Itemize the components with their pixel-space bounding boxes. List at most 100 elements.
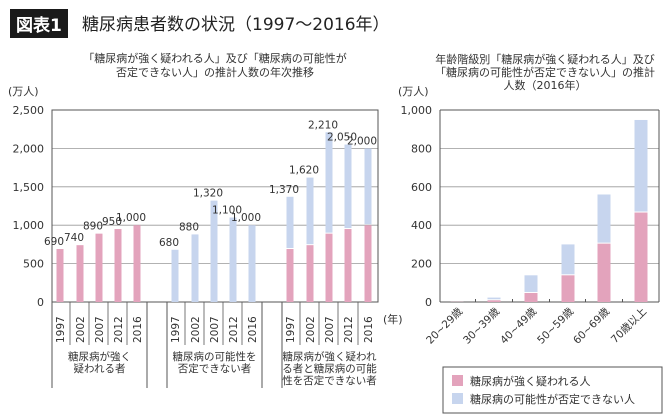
left-y-tick-label: 1,000 — [13, 219, 45, 232]
left-y-tick-label: 2,500 — [13, 104, 45, 117]
right-chart-title-line: 「糖尿病の可能性が否定できない人」の推計 — [435, 65, 655, 79]
legend-label: 糖尿病が強く疑われる人 — [470, 374, 590, 388]
group-label-line: 疑われる者 — [74, 363, 126, 375]
bar-possible — [248, 225, 256, 302]
left-y-tick-label: 0 — [37, 296, 44, 309]
group-label-line: 糖尿病の可能性を — [173, 350, 257, 363]
x-tick-label-year: 2012 — [343, 316, 355, 343]
right-y-axis-label: (万人) — [398, 85, 429, 98]
left-y-tick-label: 2,000 — [13, 142, 45, 155]
right-y-tick-label: 1,000 — [401, 104, 433, 117]
x-tick-label-age: 60~69歳 — [571, 305, 612, 346]
group-label-line: 性を否定できない者 — [282, 374, 377, 387]
figure-title: 糖尿病患者数の状況（1997〜2016年） — [82, 15, 390, 35]
bar-possible — [286, 196, 294, 249]
data-label: 950 — [102, 216, 122, 228]
bar-possible — [210, 200, 218, 302]
data-label: 690 — [44, 236, 64, 248]
right-y-tick-label: 0 — [425, 296, 432, 309]
x-tick-label-year: 2007 — [209, 316, 221, 343]
x-tick-label-age: 30~39歳 — [461, 305, 502, 346]
x-tick-label-age: 50~59歳 — [535, 305, 576, 346]
legend-label: 糖尿病の可能性が否定できない人 — [470, 392, 635, 406]
bar-possible — [561, 244, 575, 275]
x-tick-label-year: 2002 — [190, 316, 202, 343]
bar-strong — [364, 225, 372, 302]
data-label: 2,050 — [327, 132, 357, 144]
legend-swatch-strong — [452, 375, 463, 386]
bar-possible — [191, 234, 199, 302]
bar-strong — [597, 243, 611, 302]
x-tick-label-year: 2016 — [247, 316, 259, 343]
x-tick-label-age: 20~29歳 — [424, 305, 465, 346]
data-label: 2,000 — [347, 135, 377, 147]
x-tick-label-year: 2002 — [305, 316, 317, 343]
data-label: 890 — [83, 221, 103, 233]
data-label: 1,620 — [289, 165, 319, 177]
bar-possible — [229, 217, 237, 302]
legend-swatch-possible — [452, 393, 463, 404]
data-label: 1,320 — [193, 188, 223, 200]
group-label-line: 糖尿病が強く疑われ — [283, 350, 377, 363]
x-tick-label-year: 2002 — [75, 316, 87, 343]
x-tick-label-year: 2016 — [363, 316, 375, 343]
left-y-axis-label: (万人) — [8, 85, 39, 98]
bar-strong — [286, 249, 294, 302]
bar-possible — [524, 275, 538, 292]
x-tick-label-year: 1997 — [285, 316, 297, 343]
bar-strong — [133, 225, 141, 302]
right-y-tick-label: 400 — [411, 219, 432, 232]
left-chart-title-line: 否定できない人」の推計人数の年次推移 — [116, 65, 314, 79]
group-label-line: る者と糖尿病の可能 — [282, 362, 377, 375]
x-tick-label-year: 2007 — [94, 316, 106, 343]
x-tick-label-year: 2012 — [228, 316, 240, 343]
bar-possible — [597, 194, 611, 243]
bar-possible — [634, 119, 648, 212]
group-label-line: 否定できない者 — [178, 362, 252, 375]
right-y-tick-label: 200 — [411, 258, 432, 271]
x-tick-label-year: 2016 — [132, 316, 144, 343]
data-label: 680 — [159, 237, 179, 249]
bar-possible — [487, 297, 501, 300]
data-label: 1,100 — [212, 205, 242, 217]
bar-strong — [325, 233, 333, 302]
bar-strong — [524, 292, 538, 302]
x-tick-label-year: 2007 — [324, 316, 336, 343]
bar-strong — [56, 249, 64, 302]
figure-badge: 図表1 — [10, 9, 68, 38]
left-y-tick-label: 500 — [23, 258, 44, 271]
bar-strong — [634, 212, 648, 302]
bar-possible — [306, 177, 314, 245]
x-tick-label-year: 2012 — [113, 316, 125, 343]
bar-strong — [487, 300, 501, 302]
right-chart-title-line: 人数（2016年） — [504, 78, 587, 92]
bar-strong — [95, 233, 103, 302]
x-tick-label-year: 1997 — [170, 316, 182, 343]
bar-strong — [76, 245, 84, 302]
bar-possible — [171, 249, 179, 302]
bar-strong — [114, 229, 122, 302]
legend-box — [442, 366, 663, 414]
right-y-tick-label: 800 — [411, 142, 432, 155]
x-tick-label-age: 70歳以上 — [609, 306, 649, 346]
bar-possible — [364, 148, 372, 225]
x-tick-label-year: 1997 — [55, 316, 67, 343]
bar-strong — [306, 245, 314, 302]
left-x-axis-label: (年) — [383, 312, 403, 326]
data-label: 1,000 — [231, 212, 261, 224]
left-chart-title-line: 「糖尿病が強く疑われる人」及び「糖尿病の可能性が — [83, 51, 346, 65]
left-y-tick-label: 1,500 — [13, 181, 45, 194]
data-label: 1,000 — [116, 212, 146, 224]
group-label-line: 糖尿病が強く — [68, 350, 131, 363]
data-label: 1,370 — [269, 184, 299, 196]
bar-possible — [344, 144, 352, 229]
data-label: 2,210 — [308, 119, 338, 131]
bar-strong — [561, 275, 575, 302]
x-tick-label-age: 40~49歳 — [498, 305, 539, 346]
right-y-tick-label: 600 — [411, 181, 432, 194]
data-label: 740 — [64, 232, 84, 244]
bar-strong — [344, 229, 352, 302]
right-chart-title-line: 年齢階級別「糖尿病が強く疑われる人」及び — [435, 52, 654, 66]
